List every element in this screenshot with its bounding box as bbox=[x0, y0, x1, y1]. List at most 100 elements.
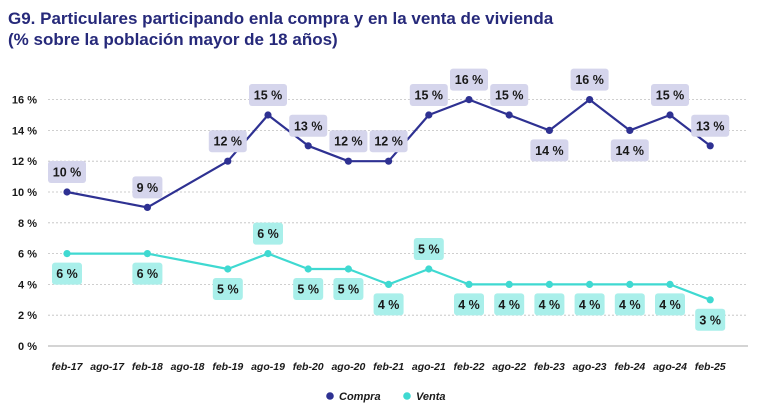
x-tick-label: feb-24 bbox=[614, 361, 645, 373]
series-line-venta bbox=[67, 252, 711, 301]
data-label-text: 5 % bbox=[418, 243, 440, 257]
x-tick-label: feb-17 bbox=[52, 361, 84, 373]
data-point-venta bbox=[63, 250, 71, 258]
data-label-bg bbox=[373, 293, 404, 316]
data-label-bg bbox=[655, 293, 685, 316]
data-point-venta bbox=[626, 280, 634, 288]
x-tick-label: ago-23 bbox=[573, 361, 607, 373]
data-label-compra: 12 % bbox=[208, 130, 247, 153]
legend-label-venta: Venta bbox=[416, 391, 446, 403]
chart-subtitle: (% sobre la población mayor de 18 años) bbox=[8, 30, 338, 49]
legend-marker-compra bbox=[326, 392, 334, 400]
data-label-text: 4 % bbox=[659, 298, 681, 312]
data-label-compra: 10 % bbox=[48, 161, 86, 183]
data-label-text: 13 % bbox=[696, 119, 725, 133]
y-tick-label: 4 % bbox=[18, 279, 37, 291]
data-label-bg bbox=[249, 84, 287, 106]
x-tick-label: ago-24 bbox=[653, 361, 687, 373]
data-label-bg bbox=[132, 262, 163, 285]
data-label-venta: 5 % bbox=[413, 238, 444, 260]
x-tick-label: ago-22 bbox=[492, 361, 526, 373]
data-point-compra bbox=[505, 111, 513, 119]
data-label-bg bbox=[132, 176, 163, 199]
data-label-venta: 4 % bbox=[373, 293, 404, 316]
data-label-bg bbox=[208, 130, 247, 153]
data-label-bg bbox=[534, 293, 565, 316]
data-label-venta: 5 % bbox=[333, 278, 364, 300]
data-label-bg bbox=[651, 84, 689, 106]
data-label-bg bbox=[333, 278, 364, 300]
data-labels: 10 % 9 % 12 % 15 % 13 % 12 % 12 % 15 % 16 % 15 % 1… bbox=[48, 68, 730, 331]
data-label-venta: 4 % bbox=[574, 293, 605, 316]
data-point-compra bbox=[63, 188, 71, 196]
legend-marker-venta bbox=[403, 392, 411, 400]
data-label-compra: 15 % bbox=[409, 84, 448, 106]
data-label-text: 5 % bbox=[297, 283, 319, 297]
data-label-venta: 4 % bbox=[655, 293, 685, 316]
data-label-bg bbox=[530, 139, 569, 162]
x-tick-label: feb-18 bbox=[132, 361, 163, 373]
data-label-venta: 6 % bbox=[253, 222, 283, 245]
data-point-venta bbox=[465, 280, 473, 288]
data-label-text: 6 % bbox=[257, 227, 279, 241]
data-point-compra bbox=[545, 126, 554, 134]
y-tick-label: 16 % bbox=[12, 95, 37, 107]
x-tick-label: ago-18 bbox=[171, 361, 205, 373]
data-label-text: 16 % bbox=[575, 73, 604, 87]
data-label-text: 4 % bbox=[458, 298, 480, 312]
data-label-bg bbox=[610, 139, 649, 162]
y-tick-label: 14 % bbox=[12, 125, 37, 137]
data-label-compra: 13 % bbox=[691, 114, 730, 137]
data-label-bg bbox=[409, 84, 448, 106]
legend: Compra Venta bbox=[326, 391, 446, 403]
data-point-venta bbox=[425, 265, 433, 273]
data-label-venta: 5 % bbox=[293, 278, 324, 300]
x-tick-label: feb-19 bbox=[212, 361, 243, 373]
data-point-venta bbox=[224, 265, 232, 273]
data-label-compra: 12 % bbox=[369, 130, 408, 153]
x-tick-label: feb-21 bbox=[373, 361, 404, 373]
y-tick-label: 10 % bbox=[12, 187, 37, 199]
data-point-compra bbox=[425, 111, 433, 119]
x-tick-label: feb-20 bbox=[293, 361, 324, 373]
data-label-venta: 4 % bbox=[614, 293, 645, 316]
data-label-text: 15 % bbox=[656, 89, 685, 103]
chart-title: G9. Particulares participando enla compr… bbox=[8, 8, 553, 50]
data-label-compra: 12 % bbox=[329, 130, 368, 153]
data-point-compra bbox=[666, 111, 674, 119]
data-label-text: 3 % bbox=[699, 313, 721, 327]
x-tick-label: ago-19 bbox=[251, 361, 285, 373]
y-tick-label: 12 % bbox=[12, 156, 37, 168]
data-label-compra: 16 % bbox=[570, 68, 609, 91]
data-point-venta bbox=[666, 280, 674, 288]
data-label-bg bbox=[614, 293, 645, 316]
data-point-venta bbox=[706, 296, 714, 304]
data-label-compra: 9 % bbox=[132, 176, 163, 199]
x-tick-label: feb-23 bbox=[534, 361, 565, 373]
data-label-compra: 15 % bbox=[249, 84, 287, 106]
data-point-compra bbox=[304, 142, 312, 150]
data-point-venta bbox=[344, 265, 352, 273]
data-point-compra bbox=[706, 142, 714, 150]
data-label-bg bbox=[293, 278, 324, 300]
y-axis: 0 % 2 % 4 % 6 % 8 % 10 % 12 % 14 % 16 % bbox=[12, 95, 37, 353]
x-tick-label: ago-20 bbox=[331, 361, 365, 373]
data-point-compra bbox=[385, 157, 393, 165]
data-point-compra bbox=[344, 157, 352, 165]
data-label-text: 13 % bbox=[294, 119, 323, 133]
data-label-venta: 3 % bbox=[695, 308, 726, 331]
x-tick-label: feb-25 bbox=[695, 361, 726, 373]
data-label-text: 16 % bbox=[455, 73, 484, 87]
data-point-venta bbox=[304, 265, 312, 273]
data-label-venta: 5 % bbox=[212, 278, 243, 300]
y-tick-label: 0 % bbox=[18, 341, 37, 353]
data-point-compra bbox=[143, 203, 151, 211]
data-label-text: 9 % bbox=[137, 181, 159, 195]
data-label-text: 4 % bbox=[579, 298, 601, 312]
data-label-text: 6 % bbox=[137, 267, 159, 281]
data-label-text: 15 % bbox=[254, 89, 283, 103]
data-label-text: 6 % bbox=[56, 267, 78, 281]
data-label-text: 4 % bbox=[378, 298, 400, 312]
data-label-bg bbox=[329, 130, 368, 153]
data-label-text: 15 % bbox=[415, 89, 444, 103]
